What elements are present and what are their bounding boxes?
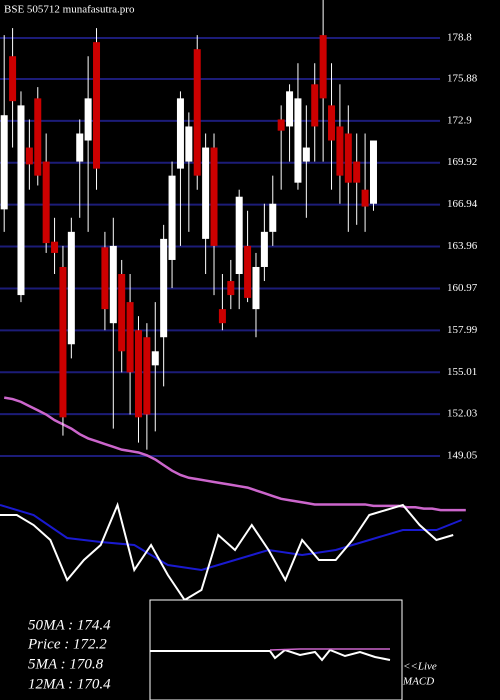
info-12ma: 12MA : 170.4 <box>28 676 111 692</box>
candle-body <box>93 42 101 169</box>
candle-body <box>319 35 327 99</box>
candle-body <box>185 126 193 162</box>
candle-body <box>9 56 17 102</box>
y-tick-label: 178.8 <box>447 31 472 43</box>
candle-body <box>126 302 134 373</box>
candle-body <box>84 98 92 141</box>
candle-body <box>17 105 25 296</box>
candle-body <box>227 281 235 296</box>
chart-title: BSE 505712 munafasutra.pro <box>4 4 135 16</box>
candle-body <box>151 351 159 366</box>
macd-signal <box>269 648 390 651</box>
candle-body <box>51 241 59 253</box>
indicator-line <box>0 501 454 602</box>
candle-body <box>302 147 310 162</box>
candle-body <box>76 133 84 162</box>
y-tick-label: 166.94 <box>447 198 478 210</box>
macd-label: MACD <box>402 676 434 688</box>
macd-line <box>150 648 391 662</box>
y-tick-label: 152.03 <box>447 408 478 420</box>
candle-body <box>160 238 168 338</box>
candle-body <box>336 126 344 176</box>
candle-body <box>193 49 201 176</box>
candle-body <box>25 147 33 165</box>
candle-body <box>218 309 226 324</box>
indicator-line <box>0 504 462 572</box>
candle-body <box>42 161 50 244</box>
candle-body <box>118 274 126 352</box>
candle-body <box>134 330 142 418</box>
candle-body <box>101 247 109 310</box>
candle-body <box>176 98 184 169</box>
y-tick-label: 172.9 <box>447 114 472 126</box>
info-price: Price : 172.2 <box>27 636 107 652</box>
candle-body <box>202 147 210 239</box>
candle-body <box>294 98 302 183</box>
ma-line <box>3 396 466 512</box>
candle-body <box>277 119 285 131</box>
candle-body <box>353 161 361 183</box>
candle-body <box>244 245 252 298</box>
y-tick-label: 175.88 <box>447 73 478 85</box>
candle-body <box>286 91 294 127</box>
plot <box>0 0 466 602</box>
candle-body <box>67 231 75 345</box>
candle-body <box>269 203 277 232</box>
candle-body <box>260 231 268 267</box>
candle-body <box>235 196 243 275</box>
candle-body <box>369 140 377 204</box>
candle-body <box>59 266 67 418</box>
candle-body <box>0 115 8 210</box>
live-label: <<Live <box>403 661 437 673</box>
candle-body <box>252 266 260 310</box>
y-tick-label: 155.01 <box>447 366 477 378</box>
candle-body <box>311 84 319 127</box>
candle-body <box>328 105 336 141</box>
y-tick-label: 157.99 <box>447 324 478 336</box>
info-50ma: 50MA : 174.4 <box>28 617 111 633</box>
candle-body <box>143 337 151 415</box>
info-5ma: 5MA : 170.8 <box>28 656 104 672</box>
y-tick-label: 149.05 <box>447 450 478 462</box>
candle-body <box>344 133 352 183</box>
candle-body <box>361 189 369 207</box>
y-tick-label: 160.97 <box>447 282 478 294</box>
y-tick-label: 163.96 <box>447 240 478 252</box>
candle-body <box>34 98 42 176</box>
candle-body <box>109 245 117 324</box>
candle-body <box>210 147 218 246</box>
candle-body <box>168 175 176 260</box>
y-tick-label: 169.92 <box>447 156 477 168</box>
